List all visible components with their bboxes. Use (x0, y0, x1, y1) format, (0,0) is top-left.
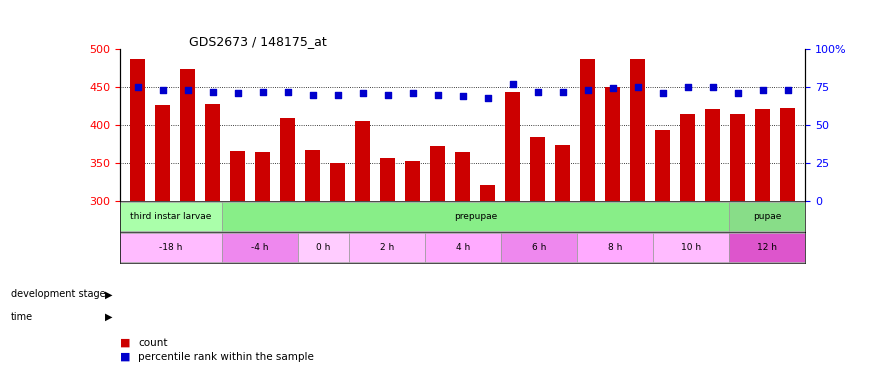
Bar (222, 202, 729, 231)
Text: third instar larvae: third instar larvae (130, 212, 212, 221)
Bar (305, 150, 320, 375)
Bar (731, 114, 746, 375)
Point (131, 84, 145, 90)
Bar (655, 130, 670, 375)
Bar (555, 145, 570, 375)
Point (356, 90, 370, 96)
Point (255, 88, 270, 94)
Point (406, 90, 420, 96)
Text: 12 h: 12 h (757, 243, 777, 252)
Bar (456, 152, 470, 375)
Text: 0 h: 0 h (316, 243, 330, 252)
Bar (222, 232, 298, 262)
Bar (255, 152, 271, 375)
Bar (577, 232, 653, 262)
Bar (180, 69, 195, 375)
Point (156, 87, 170, 93)
Point (506, 81, 520, 87)
Text: 2 h: 2 h (379, 243, 393, 252)
Bar (781, 108, 796, 375)
Bar (206, 105, 220, 375)
Bar (330, 163, 345, 375)
Point (606, 86, 620, 92)
Text: count: count (138, 338, 167, 348)
Text: pupae: pupae (753, 212, 781, 221)
Bar (231, 151, 246, 375)
Bar (155, 105, 170, 375)
Bar (380, 158, 395, 375)
Bar (729, 202, 805, 231)
Point (731, 90, 745, 96)
Point (781, 87, 795, 93)
Bar (729, 232, 805, 262)
Point (481, 94, 495, 100)
Text: -18 h: -18 h (159, 243, 182, 252)
Point (206, 88, 220, 94)
Bar (349, 232, 425, 262)
Point (706, 84, 720, 90)
Bar (630, 58, 645, 375)
Point (231, 90, 245, 96)
Text: ▶: ▶ (105, 312, 112, 322)
Point (530, 88, 545, 94)
Point (656, 90, 670, 96)
Bar (481, 185, 496, 375)
Bar (680, 114, 695, 375)
Point (280, 88, 295, 94)
Bar (580, 58, 595, 375)
Point (581, 87, 595, 93)
Text: 8 h: 8 h (608, 243, 622, 252)
Bar (706, 109, 720, 375)
Text: -4 h: -4 h (251, 243, 269, 252)
Point (431, 92, 445, 98)
Bar (298, 232, 349, 262)
Point (181, 87, 195, 93)
Point (631, 84, 645, 90)
Bar (506, 92, 521, 375)
Text: 4 h: 4 h (456, 243, 470, 252)
Bar (120, 202, 222, 231)
Bar (653, 232, 729, 262)
Text: 6 h: 6 h (531, 243, 546, 252)
Bar (605, 87, 620, 375)
Point (330, 92, 344, 98)
Bar (530, 136, 546, 375)
Text: 10 h: 10 h (681, 243, 701, 252)
Text: ■: ■ (120, 352, 131, 362)
Bar (425, 232, 501, 262)
Point (456, 93, 470, 99)
Bar (280, 118, 295, 375)
Text: ▶: ▶ (105, 290, 112, 299)
Text: time: time (11, 312, 33, 322)
Text: percentile rank within the sample: percentile rank within the sample (138, 352, 314, 362)
Point (381, 92, 395, 98)
Bar (430, 147, 445, 375)
Text: development stage: development stage (11, 290, 105, 299)
Bar (405, 161, 420, 375)
Text: prepupae: prepupae (454, 212, 498, 221)
Bar (756, 109, 771, 375)
Text: GDS2673 / 148175_at: GDS2673 / 148175_at (189, 34, 327, 48)
Point (305, 92, 320, 98)
Point (681, 84, 695, 90)
Point (555, 88, 570, 94)
Bar (120, 232, 222, 262)
Bar (501, 232, 577, 262)
Text: ■: ■ (120, 338, 131, 348)
Bar (355, 120, 370, 375)
Point (756, 87, 770, 93)
Bar (130, 58, 145, 375)
